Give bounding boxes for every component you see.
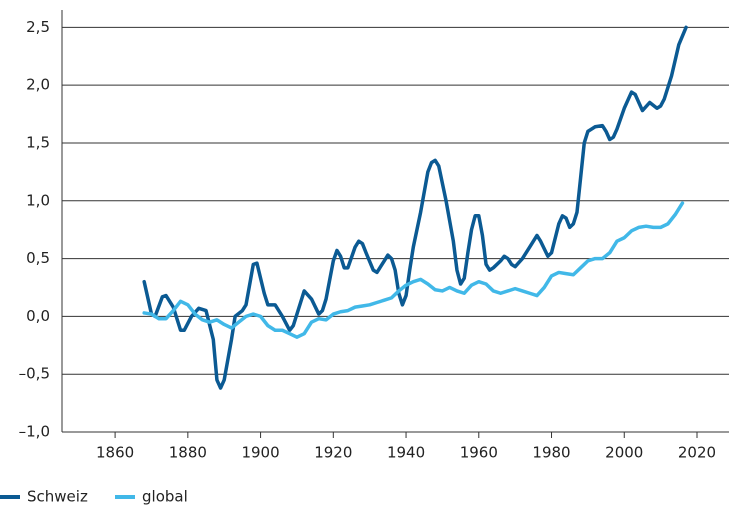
x-tick-label: 1920 <box>314 444 352 462</box>
x-tick-label: 2020 <box>678 444 716 462</box>
x-tick-label: 1880 <box>169 444 207 462</box>
legend-label: global <box>142 488 188 506</box>
y-tick-label: 2,5 <box>26 18 50 36</box>
x-tick-label: 1900 <box>241 444 279 462</box>
y-tick-label: –1,0 <box>19 423 50 441</box>
series-line <box>142 201 685 339</box>
x-tick-label: 2000 <box>605 444 643 462</box>
y-tick-label: 0,0 <box>26 307 50 325</box>
legend-label: Schweiz <box>27 488 88 506</box>
y-tick-label: 2,0 <box>26 76 50 94</box>
x-tick-label: 1960 <box>460 444 498 462</box>
y-tick-label: –0,5 <box>19 365 50 383</box>
y-tick-label: 1,0 <box>26 191 50 209</box>
y-tick-label: 1,5 <box>26 133 50 151</box>
x-tick-label: 1940 <box>387 444 425 462</box>
y-tick-label: 0,5 <box>26 249 50 267</box>
x-tick-label: 1980 <box>532 444 570 462</box>
x-tick-label: 1860 <box>96 444 134 462</box>
series-line <box>142 25 688 390</box>
